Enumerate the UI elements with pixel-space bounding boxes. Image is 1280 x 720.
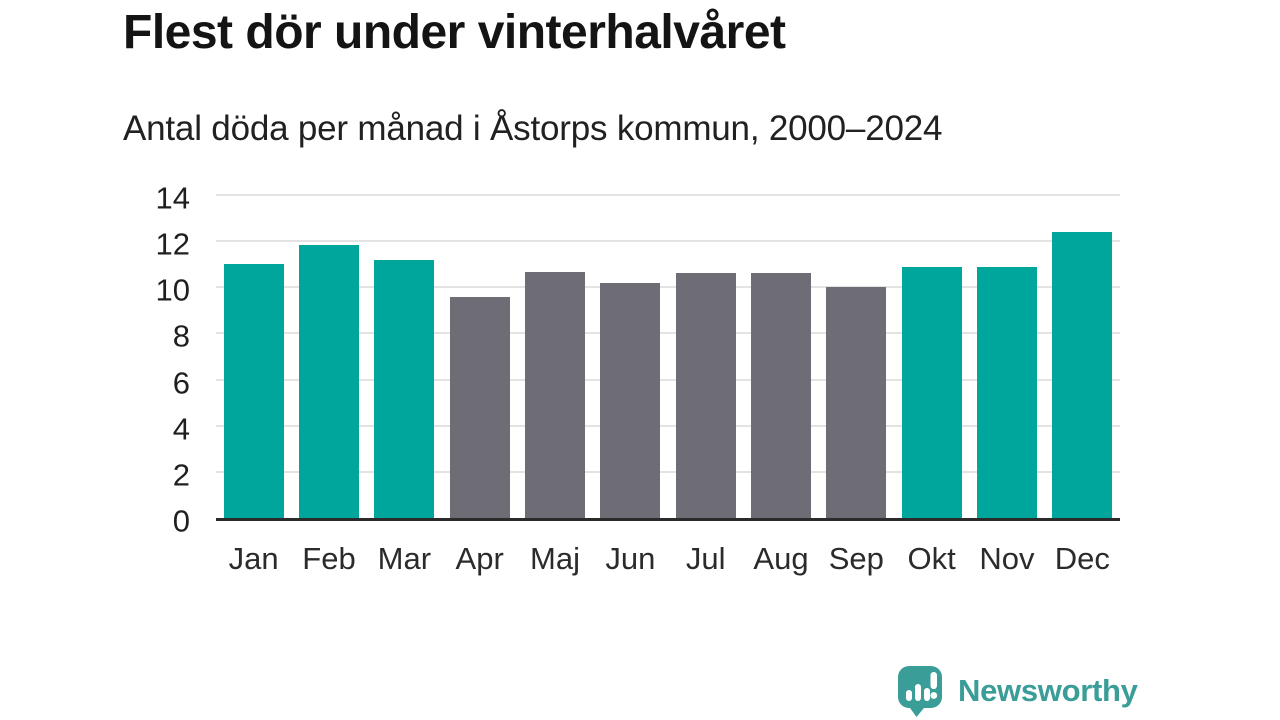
bar-jan — [223, 264, 284, 518]
y-tick-6: 6 — [172, 365, 190, 401]
x-tick-jun: Jun — [605, 541, 656, 576]
gridline-y8 — [216, 332, 1120, 335]
bar-dec — [1052, 231, 1113, 518]
bar-jun — [600, 282, 661, 518]
x-axis-labels: Jan Feb Mar Apr Maj Jun Jul Aug Sep Okt Nov Dec — [216, 538, 1120, 580]
gridline-y12 — [216, 240, 1120, 243]
bar-mar — [374, 259, 435, 518]
y-tick-0: 0 — [172, 503, 190, 539]
y-tick-12: 12 — [155, 226, 190, 262]
newsworthy-speech-bubble-bar-chart-icon — [898, 666, 942, 717]
x-tick-aug: Aug — [753, 541, 809, 576]
bar-apr — [449, 296, 510, 518]
plot-area — [216, 194, 1120, 521]
chart-title: Flest dör under vinterhalvåret — [123, 6, 786, 59]
y-tick-4: 4 — [172, 411, 190, 447]
gridline-y4 — [216, 424, 1120, 427]
x-tick-jul: Jul — [685, 541, 726, 576]
gridline-y2 — [216, 470, 1120, 473]
x-tick-jan: Jan — [228, 541, 279, 576]
bar-feb — [299, 244, 359, 518]
x-tick-apr: Apr — [455, 541, 504, 576]
gridline-y6 — [216, 378, 1120, 381]
gridline-y14 — [216, 194, 1120, 196]
x-tick-maj: Maj — [530, 541, 580, 576]
x-tick-okt: Okt — [907, 541, 956, 576]
bar-nov — [977, 266, 1037, 518]
x-tick-dec: Dec — [1054, 541, 1110, 576]
bar-sep — [826, 287, 887, 518]
y-tick-10: 10 — [155, 272, 190, 308]
y-tick-14: 14 — [155, 180, 190, 216]
x-tick-feb: Feb — [302, 541, 356, 576]
newsworthy-logo: Newsworthy — [897, 665, 1138, 717]
bar-aug — [751, 273, 811, 518]
bar-jul — [675, 273, 736, 518]
bar-maj — [525, 272, 585, 518]
x-tick-nov: Nov — [979, 541, 1035, 576]
brand-name: Newsworthy — [958, 673, 1138, 708]
y-tick-2: 2 — [172, 457, 190, 493]
chart-subtitle: Antal döda per månad i Åstorps kommun, 2… — [123, 109, 943, 148]
y-tick-8: 8 — [172, 318, 190, 354]
gridline-y10 — [216, 286, 1120, 289]
y-axis-labels: 0 2 4 6 8 10 12 14 — [0, 183, 190, 537]
bar-okt — [901, 266, 962, 518]
x-tick-mar: Mar — [377, 541, 432, 576]
x-tick-sep: Sep — [828, 541, 884, 576]
